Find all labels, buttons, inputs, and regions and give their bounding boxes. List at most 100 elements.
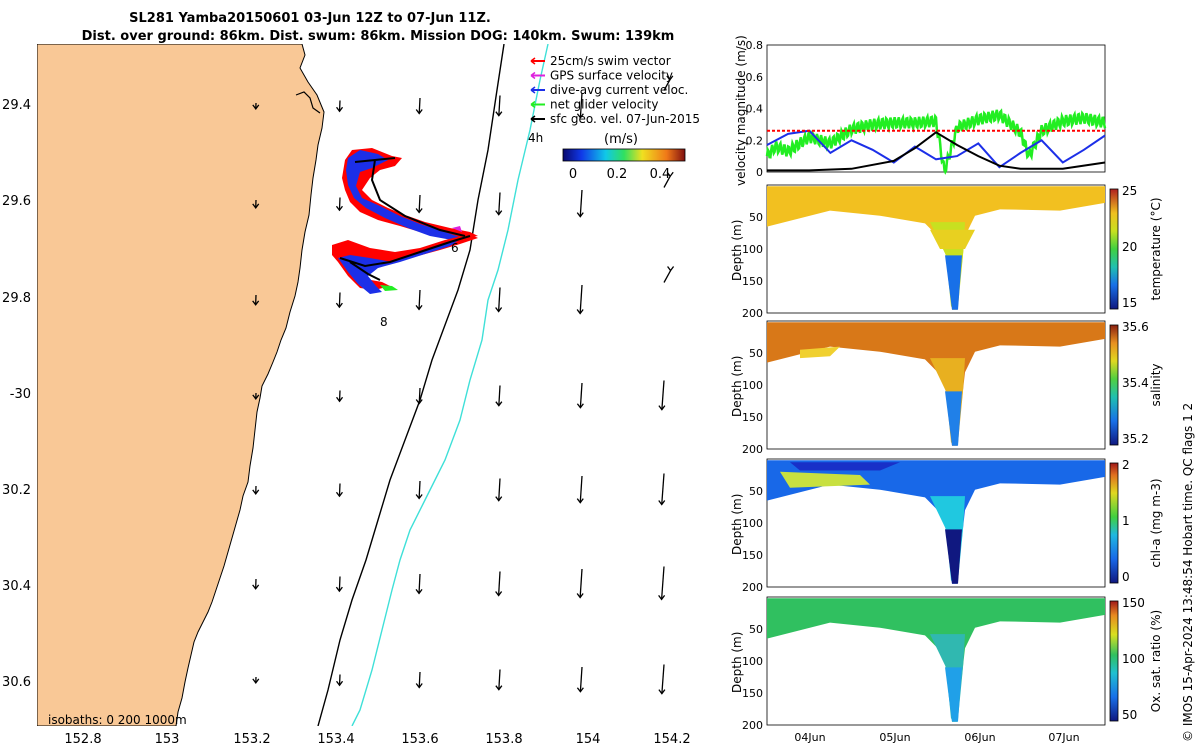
scale-label: 4h: [528, 131, 543, 145]
velocity-arrow: [579, 382, 583, 408]
legend-label: 25cm/s swim vector: [550, 54, 671, 68]
depth-tick: 50: [749, 623, 763, 636]
section-colorbar-label: salinity: [1149, 363, 1163, 406]
legend-entry: net glider velocity: [530, 98, 658, 112]
velocity-arrow: [418, 289, 421, 310]
colorbar-tick: 50: [1122, 708, 1137, 722]
section-colorbar-label: chl-a (mg m-3): [1149, 478, 1163, 567]
map-lon-tick: 153.8: [485, 732, 522, 747]
velocity-arrow: [579, 666, 583, 692]
velocity-arrowhead: [252, 203, 260, 209]
section-colorbar: [1109, 188, 1119, 310]
velocity-arrow: [661, 664, 665, 694]
velocity-arrowhead: [495, 307, 503, 313]
colorbar-tick: 20: [1122, 240, 1137, 254]
section-ylabel: Depth (m): [730, 494, 744, 555]
time-tick: 06Jun: [964, 731, 995, 744]
velocity-arrowhead: [335, 205, 343, 212]
map-lat-tick: 30.2: [2, 483, 31, 498]
legend-label: dive-avg current veloc.: [550, 83, 688, 97]
velocity-arrowhead: [576, 113, 584, 119]
velocity-arrow: [418, 480, 421, 499]
legend-label: GPS surface velocity: [550, 69, 673, 83]
velocity-ytick: 0.8: [746, 39, 764, 52]
velocity-arrowhead: [666, 171, 674, 178]
map-lon-tick: 154.2: [653, 732, 690, 747]
velocity-arrowhead: [336, 680, 344, 687]
colorbar-tick: 35.2: [1122, 432, 1149, 446]
velocity-arrowhead: [252, 394, 260, 400]
section-colorbar: [1109, 600, 1119, 722]
velocity-arrowhead: [252, 104, 260, 110]
velocity-arrow: [579, 568, 583, 598]
velocity-arrow: [418, 97, 421, 114]
velocity-arrow: [579, 475, 583, 503]
depth-tick: 150: [742, 687, 763, 700]
depth-tick: 200: [742, 443, 763, 456]
velocity-arrowhead: [415, 399, 423, 405]
velocity-arrow: [663, 175, 671, 188]
map-lon-tick: 154: [576, 732, 601, 747]
depth-tick: 150: [742, 275, 763, 288]
velocity-arrowhead: [658, 689, 666, 695]
velocity-arrowhead: [252, 678, 260, 684]
depth-tick: 50: [749, 485, 763, 498]
colorbar-tick: 0: [569, 167, 577, 182]
velocity-arrow: [338, 197, 341, 211]
velocity-arrowhead: [495, 401, 503, 407]
map-longitude-ticks: 152.8 153 153.2 153.4 153.6 153.8 154 154.2: [64, 732, 690, 747]
velocity-arrowhead: [576, 687, 584, 693]
coastline-islet: [295, 91, 321, 114]
velocity-arrow: [418, 387, 421, 404]
velocity-arrow: [497, 287, 501, 312]
depth-tick: 100: [742, 517, 763, 530]
legend-entry: GPS surface velocity: [530, 69, 673, 83]
map-lat-tick: 29.8: [2, 291, 31, 306]
depth-tick: 100: [742, 655, 763, 668]
depth-tick: 150: [742, 411, 763, 424]
velocity-series-line: [766, 129, 1106, 169]
section-data-field: [767, 322, 1105, 446]
velocity-arrow: [497, 571, 501, 596]
velocity-arrow: [663, 270, 672, 283]
map-lon-tick: 153.6: [401, 732, 438, 747]
velocity-arrow: [579, 189, 583, 217]
colorbar-tick: 0.4: [650, 167, 671, 182]
velocity-arrowhead: [335, 586, 343, 593]
map-lat-tick: 30.6: [2, 675, 31, 690]
velocity-arrowhead: [252, 300, 260, 306]
section-canyon-deep: [945, 391, 962, 446]
section-patch: [800, 346, 840, 359]
map-lat-tick: 30.4: [2, 579, 31, 594]
velocity-arrow: [338, 292, 341, 308]
velocity-axes: [766, 44, 1106, 173]
colorbar-tick: 35.6: [1122, 320, 1149, 334]
velocity-arrow: [418, 573, 421, 594]
section-chl-bloom: [780, 471, 870, 488]
section-canyon-deep: [945, 529, 962, 584]
isobath-1000m: [351, 44, 549, 726]
map-lon-tick: 153.4: [317, 732, 354, 747]
depth-tick: 200: [742, 581, 763, 594]
legend-label: sfc geo. vel. 07-Jun-2015: [550, 112, 700, 126]
section-ylabel: Depth (m): [730, 356, 744, 417]
section-panel-chl: 50 100 150 200 Depth (m) 2 1 0 chl-a (mg m-3): [730, 458, 1163, 594]
velocity-arrow: [498, 478, 501, 501]
figure-title-line1: SL281 Yamba20150601 03-Jun 12Z to 07-Jun…: [129, 11, 491, 26]
speed-colorbar: [562, 148, 686, 162]
legend-entry: dive-avg current veloc.: [530, 83, 688, 97]
map-lon-tick: 153: [155, 732, 180, 747]
velocity-arrow: [579, 92, 583, 118]
velocity-arrow: [338, 483, 341, 497]
velocity-series-line: [767, 131, 1106, 172]
map-lat-tick: 29.6: [2, 194, 31, 209]
speed-colorbar-ticks: 0 0.2 0.4: [569, 167, 670, 182]
section-data-field: [767, 598, 1105, 722]
velocity-arrowhead: [658, 594, 666, 601]
isobath-note: isobaths: 0 200 1000m: [48, 713, 187, 727]
velocity-arrowhead: [667, 266, 675, 272]
